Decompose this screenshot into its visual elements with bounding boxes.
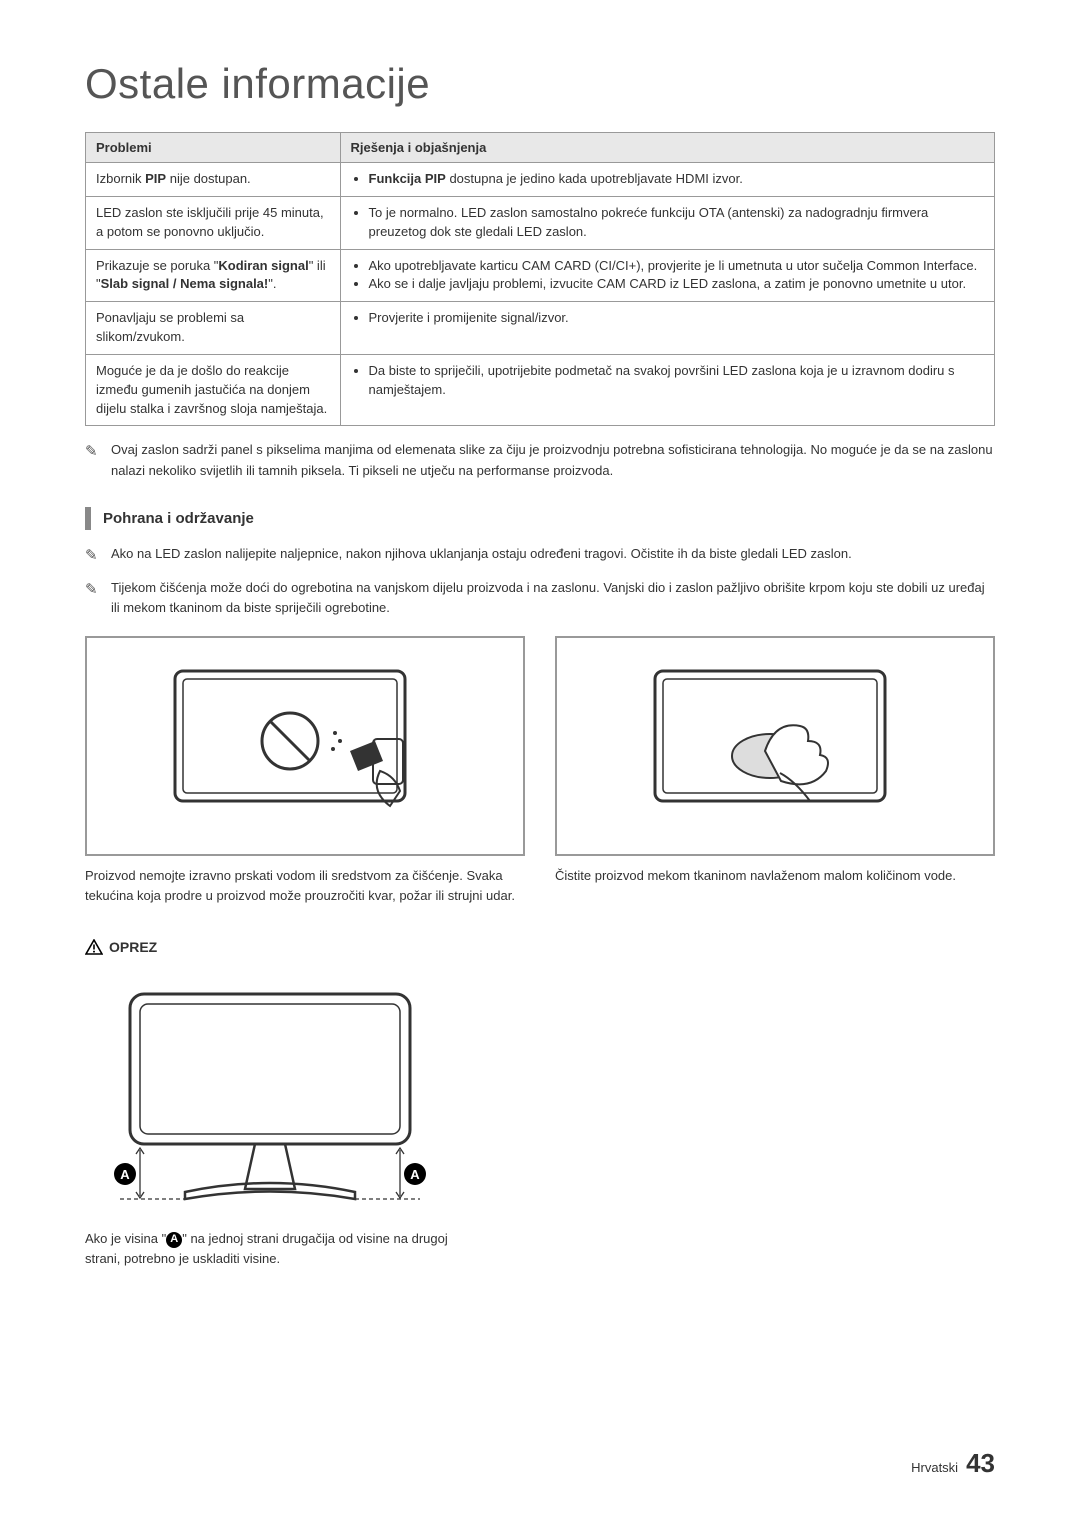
- note-icon: ✎: [85, 440, 98, 463]
- note-icon: ✎: [85, 544, 98, 567]
- image-cell-right: Čistite proizvod mekom tkaninom navlažen…: [555, 636, 995, 905]
- page-footer: Hrvatski 43: [911, 1448, 995, 1479]
- solution-item: Ako se i dalje javljaju problemi, izvuci…: [369, 275, 984, 294]
- page-number: 43: [966, 1448, 995, 1479]
- table-row: Prikazuje se poruka "Kodiran signal" ili…: [86, 249, 995, 302]
- note-text: Ako na LED zaslon nalijepite naljepnice,…: [111, 546, 852, 561]
- solution-item: Provjerite i promijenite signal/izvor.: [369, 309, 984, 328]
- solution-cell: Ako upotrebljavate karticu CAM CARD (CI/…: [340, 249, 994, 302]
- solution-item: Da biste to spriječili, upotrijebite pod…: [369, 362, 984, 400]
- note-icon: ✎: [85, 578, 98, 601]
- sticker-residue-note: ✎ Ako na LED zaslon nalijepite naljepnic…: [85, 544, 995, 564]
- svg-text:A: A: [120, 1167, 130, 1182]
- page-title: Ostale informacije: [85, 60, 995, 108]
- note-text: Tijekom čišćenja može doći do ogrebotina…: [111, 580, 985, 615]
- warning-triangle-icon: [85, 939, 103, 955]
- section-heading-storage: Pohrana i održavanje: [85, 507, 995, 530]
- problem-cell: LED zaslon ste isključili prije 45 minut…: [86, 196, 341, 249]
- problem-cell: Ponavljaju se problemi sa slikom/zvukom.: [86, 302, 341, 355]
- footer-language: Hrvatski: [911, 1460, 958, 1475]
- solution-cell: Funkcija PIP dostupna je jedino kada upo…: [340, 163, 994, 197]
- panel-pixel-note: ✎ Ovaj zaslon sadrži panel s pikselima m…: [85, 440, 995, 480]
- caution-text: OPREZ: [109, 939, 157, 955]
- troubleshooting-table: Problemi Rješenja i objašnjenja Izbornik…: [85, 132, 995, 426]
- table-row: Ponavljaju se problemi sa slikom/zvukom.…: [86, 302, 995, 355]
- problem-cell: Moguće je da je došlo do reakcije između…: [86, 354, 341, 426]
- problem-cell: Prikazuje se poruka "Kodiran signal" ili…: [86, 249, 341, 302]
- problem-cell: Izbornik PIP nije dostupan.: [86, 163, 341, 197]
- table-col-header-problems: Problemi: [86, 133, 341, 163]
- solution-item: Ako upotrebljavate karticu CAM CARD (CI/…: [369, 257, 984, 276]
- left-caption: Proizvod nemojte izravno prskati vodom i…: [85, 866, 525, 905]
- solution-item: To je normalno. LED zaslon samostalno po…: [369, 204, 984, 242]
- spray-warning-illustration: [85, 636, 525, 856]
- image-cell-left: Proizvod nemojte izravno prskati vodom i…: [85, 636, 525, 905]
- table-col-header-solutions: Rješenja i objašnjenja: [340, 133, 994, 163]
- table-row: LED zaslon ste isključili prije 45 minut…: [86, 196, 995, 249]
- solution-cell: Da biste to spriječili, upotrijebite pod…: [340, 354, 994, 426]
- cleaning-images-row: Proizvod nemojte izravno prskati vodom i…: [85, 636, 995, 905]
- solution-item: Funkcija PIP dostupna je jedino kada upo…: [369, 170, 984, 189]
- height-marker-icon: A: [166, 1232, 182, 1248]
- caution-caption-pre: Ako je visina ": [85, 1231, 166, 1246]
- height-adjust-diagram: A A Ako je visina "A" na jednoj strani d…: [85, 969, 455, 1268]
- solution-cell: To je normalno. LED zaslon samostalno po…: [340, 196, 994, 249]
- table-row: Moguće je da je došlo do reakcije između…: [86, 354, 995, 426]
- table-row: Izbornik PIP nije dostupan. Funkcija PIP …: [86, 163, 995, 197]
- svg-text:A: A: [410, 1167, 420, 1182]
- right-caption: Čistite proizvod mekom tkaninom navlažen…: [555, 866, 995, 886]
- scratch-warning-note: ✎ Tijekom čišćenja može doći do ogreboti…: [85, 578, 995, 618]
- caution-caption: Ako je visina "A" na jednoj strani druga…: [85, 1229, 455, 1268]
- solution-cell: Provjerite i promijenite signal/izvor.: [340, 302, 994, 355]
- cloth-cleaning-illustration: [555, 636, 995, 856]
- caution-label: OPREZ: [85, 939, 995, 955]
- note-text: Ovaj zaslon sadrži panel s pikselima man…: [111, 442, 993, 477]
